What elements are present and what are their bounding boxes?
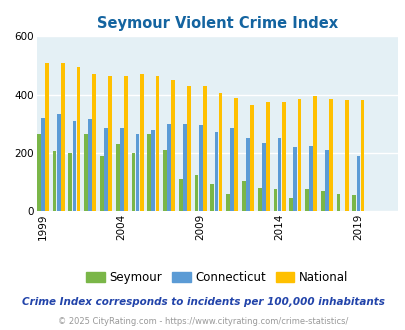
Bar (265, 102, 269, 211)
Bar (171, 80, 175, 211)
Title: Seymour Violent Crime Index: Seymour Violent Crime Index (96, 16, 337, 31)
Bar (135, 134, 139, 211)
Bar (320, 191, 324, 211)
Bar (84, 134, 88, 211)
Bar (257, 188, 261, 211)
Bar (226, 194, 229, 211)
Bar (53, 151, 56, 211)
Bar (155, 76, 159, 211)
Bar (41, 118, 45, 211)
Bar (124, 76, 128, 211)
Bar (61, 63, 64, 211)
Bar (313, 96, 316, 211)
Text: Crime Index corresponds to incidents per 100,000 inhabitants: Crime Index corresponds to incidents per… (21, 297, 384, 307)
Bar (119, 128, 124, 211)
Bar (151, 130, 155, 211)
Legend: Seymour, Connecticut, National: Seymour, Connecticut, National (81, 266, 352, 288)
Bar (57, 114, 60, 211)
Bar (108, 76, 112, 211)
Bar (328, 99, 332, 211)
Bar (293, 147, 296, 211)
Bar (68, 153, 72, 211)
Bar (277, 138, 281, 211)
Bar (187, 86, 190, 211)
Bar (183, 124, 186, 211)
Bar (100, 156, 104, 211)
Bar (304, 189, 308, 211)
Bar (309, 146, 312, 211)
Bar (344, 100, 348, 211)
Bar (37, 134, 40, 211)
Bar (289, 198, 292, 211)
Bar (249, 105, 254, 211)
Bar (281, 102, 285, 211)
Bar (218, 93, 222, 211)
Bar (167, 124, 171, 211)
Bar (245, 138, 249, 211)
Bar (92, 74, 96, 211)
Bar (360, 100, 364, 211)
Bar (115, 144, 119, 211)
Bar (179, 179, 182, 211)
Bar (104, 128, 108, 211)
Bar (88, 119, 92, 211)
Bar (202, 86, 206, 211)
Bar (273, 189, 277, 211)
Bar (45, 63, 49, 211)
Bar (147, 134, 151, 211)
Bar (72, 121, 76, 211)
Bar (131, 153, 135, 211)
Bar (241, 181, 245, 211)
Text: © 2025 CityRating.com - https://www.cityrating.com/crime-statistics/: © 2025 CityRating.com - https://www.city… (58, 317, 347, 326)
Bar (163, 150, 166, 211)
Bar (352, 195, 355, 211)
Bar (336, 194, 340, 211)
Bar (210, 183, 214, 211)
Bar (194, 175, 198, 211)
Bar (356, 156, 359, 211)
Bar (139, 74, 143, 211)
Bar (324, 150, 328, 211)
Bar (261, 143, 265, 211)
Bar (198, 125, 202, 211)
Bar (214, 132, 218, 211)
Bar (297, 99, 301, 211)
Bar (230, 128, 234, 211)
Bar (77, 67, 80, 211)
Bar (234, 98, 238, 211)
